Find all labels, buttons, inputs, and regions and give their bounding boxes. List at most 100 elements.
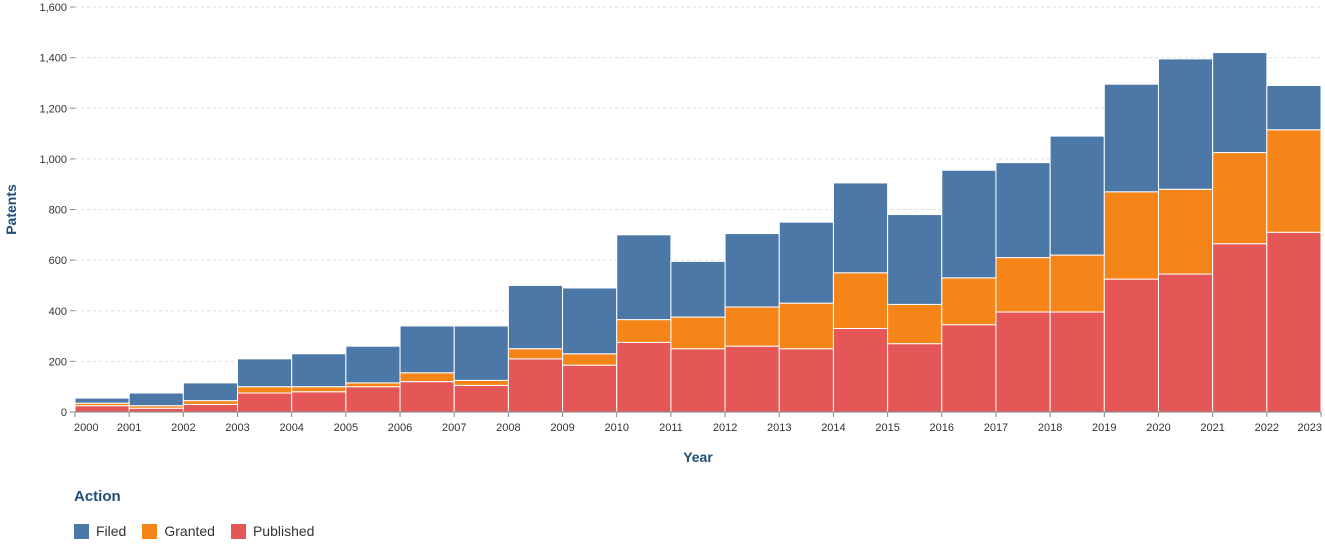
x-tick-label: 2008 — [496, 422, 520, 434]
y-tick-label: 800 — [49, 205, 67, 217]
bar-segment-filed[interactable] — [291, 353, 347, 388]
bar-segment-granted[interactable] — [1212, 152, 1268, 245]
bar-segment-published[interactable] — [291, 391, 347, 413]
bar-segment-granted[interactable] — [1103, 191, 1159, 280]
legend-items: Filed Granted Published — [74, 523, 314, 539]
bar-segment-filed[interactable] — [1266, 84, 1322, 131]
x-tick-label: 2001 — [117, 422, 141, 434]
x-tick-label: 2018 — [1038, 422, 1062, 434]
bar-segment-filed[interactable] — [237, 358, 293, 388]
legend-item-granted[interactable]: Granted — [142, 523, 215, 539]
x-tick-label: 2022 — [1255, 422, 1279, 434]
bar-segment-filed[interactable] — [74, 397, 130, 404]
bar-segment-published[interactable] — [74, 405, 130, 413]
bar-segment-published[interactable] — [670, 348, 726, 413]
bar-segment-published[interactable] — [128, 407, 184, 413]
y-axis-title: Patents — [3, 184, 19, 235]
bar-segment-filed[interactable] — [345, 345, 401, 384]
bar-segment-published[interactable] — [1103, 278, 1159, 413]
bar-segment-granted[interactable] — [616, 319, 672, 343]
bar-segment-granted[interactable] — [1157, 188, 1214, 275]
bar-segment-granted[interactable] — [887, 303, 943, 345]
bar-segment-published[interactable] — [1212, 243, 1268, 413]
legend-item-filed[interactable]: Filed — [74, 523, 126, 539]
bar-segment-granted[interactable] — [778, 302, 834, 350]
x-tick-label: 2012 — [713, 422, 737, 434]
x-tick-label: 2002 — [171, 422, 195, 434]
x-tick-label: 2011 — [659, 422, 683, 434]
bar-segment-published[interactable] — [778, 348, 834, 413]
bar-segment-published[interactable] — [1157, 273, 1214, 413]
y-tick-label: 200 — [49, 356, 67, 368]
bar-segment-published[interactable] — [399, 381, 455, 413]
bar-segment-granted[interactable] — [941, 277, 997, 326]
bar-segment-granted[interactable] — [832, 272, 889, 329]
bar-segment-filed[interactable] — [616, 234, 672, 321]
legend-label-granted: Granted — [164, 523, 215, 539]
bar-segment-filed[interactable] — [399, 325, 455, 374]
bar-segment-granted[interactable] — [1266, 129, 1322, 233]
bar-segment-filed[interactable] — [128, 392, 184, 407]
axes: 0 200 400 600 800 1,000 1,200 1,400 1,600 2000 200… — [39, 2, 1322, 434]
legend: Action Filed Granted Published — [74, 488, 314, 539]
bar-segment-granted[interactable] — [562, 353, 618, 366]
legend-label-published: Published — [252, 523, 315, 539]
bar-segment-granted[interactable] — [724, 306, 780, 347]
bar-segment-granted[interactable] — [237, 386, 293, 394]
bar-segment-granted[interactable] — [507, 348, 564, 360]
bar-segment-granted[interactable] — [1049, 254, 1105, 313]
x-axis-title: Year — [683, 449, 713, 465]
bar-segment-filed[interactable] — [1157, 58, 1214, 190]
bar-segment-published[interactable] — [1266, 231, 1322, 413]
bar-segment-filed[interactable] — [453, 325, 509, 381]
bar-segment-granted[interactable] — [345, 382, 401, 388]
x-tick-label: 2006 — [388, 422, 412, 434]
bar-segment-filed[interactable] — [1049, 135, 1105, 256]
x-tick-label: 2000 — [74, 422, 98, 434]
bar-segment-published[interactable] — [182, 403, 239, 413]
bar-segment-filed[interactable] — [778, 221, 834, 304]
bar-segment-granted[interactable] — [291, 386, 347, 393]
bar-segment-filed[interactable] — [1212, 52, 1268, 154]
bar-segment-filed[interactable] — [182, 382, 239, 402]
bar-segment-filed[interactable] — [724, 233, 780, 308]
bar-segment-published[interactable] — [724, 345, 780, 413]
x-tick-label: 2003 — [225, 422, 249, 434]
bar-segment-published[interactable] — [237, 392, 293, 413]
x-tick-label: 2007 — [442, 422, 466, 434]
x-tick-label: 2004 — [279, 422, 303, 434]
x-tick-label: 2020 — [1146, 422, 1170, 434]
bar-segment-granted[interactable] — [399, 372, 455, 383]
bar-segment-granted[interactable] — [995, 257, 1051, 313]
y-tick-label: 1,400 — [39, 53, 67, 65]
x-tick-label: 2005 — [334, 422, 358, 434]
bar-segment-published[interactable] — [887, 343, 943, 413]
x-tick-label: 2017 — [984, 422, 1008, 434]
y-tick-label: 1,000 — [39, 154, 67, 166]
bar-segment-filed[interactable] — [995, 162, 1051, 259]
x-tick-label: 2019 — [1092, 422, 1116, 434]
bar-segment-published[interactable] — [616, 341, 672, 413]
y-tick-label: 600 — [49, 255, 67, 267]
bar-segment-filed[interactable] — [670, 260, 726, 318]
bar-segment-published[interactable] — [453, 384, 509, 413]
bar-segment-published[interactable] — [562, 364, 618, 413]
bar-segment-published[interactable] — [507, 358, 564, 413]
bar-segment-published[interactable] — [1049, 311, 1105, 413]
x-tick-label: 2016 — [930, 422, 954, 434]
bar-segment-granted[interactable] — [182, 400, 239, 405]
y-tick-label: 400 — [49, 306, 67, 318]
bar-segment-filed[interactable] — [562, 287, 618, 355]
bar-segment-filed[interactable] — [832, 182, 889, 274]
bar-segment-filed[interactable] — [887, 214, 943, 305]
bar-segment-granted[interactable] — [453, 379, 509, 386]
bar-segment-filed[interactable] — [507, 284, 564, 350]
bar-segment-published[interactable] — [941, 324, 997, 413]
bar-segment-published[interactable] — [345, 386, 401, 413]
bar-segment-filed[interactable] — [1103, 83, 1159, 193]
bar-segment-filed[interactable] — [941, 169, 997, 279]
bar-segment-published[interactable] — [832, 327, 889, 413]
legend-item-published[interactable]: Published — [230, 523, 315, 539]
bar-segment-granted[interactable] — [670, 316, 726, 350]
bar-segment-published[interactable] — [995, 311, 1051, 413]
